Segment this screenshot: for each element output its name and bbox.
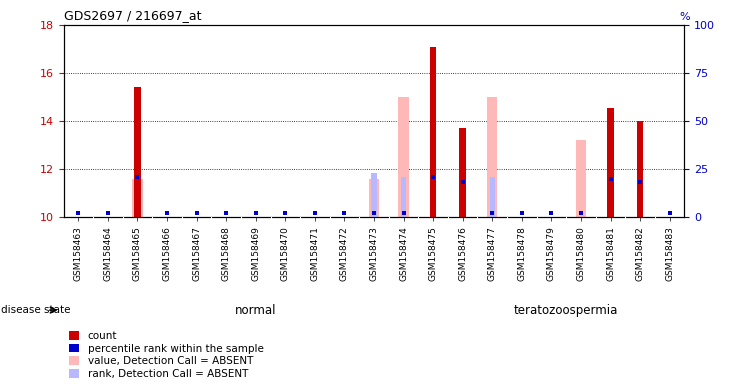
Text: normal: normal bbox=[235, 304, 277, 316]
Bar bbox=[487, 97, 497, 217]
Bar bbox=[369, 179, 379, 217]
Bar bbox=[135, 189, 140, 217]
Bar bbox=[132, 179, 143, 217]
Bar bbox=[607, 108, 614, 217]
Bar bbox=[490, 177, 495, 217]
Text: GDS2697 / 216697_at: GDS2697 / 216697_at bbox=[64, 9, 201, 22]
Legend: count, percentile rank within the sample, value, Detection Call = ABSENT, rank, : count, percentile rank within the sample… bbox=[69, 331, 263, 379]
Text: disease state: disease state bbox=[1, 305, 71, 315]
Text: teratozoospermia: teratozoospermia bbox=[514, 304, 619, 316]
Bar bbox=[401, 177, 406, 217]
Bar bbox=[371, 172, 377, 217]
Text: %: % bbox=[679, 12, 690, 22]
Bar bbox=[430, 46, 436, 217]
Bar bbox=[134, 88, 141, 217]
Bar bbox=[576, 140, 586, 217]
Bar bbox=[637, 121, 643, 217]
Bar bbox=[459, 128, 466, 217]
Bar bbox=[399, 97, 408, 217]
